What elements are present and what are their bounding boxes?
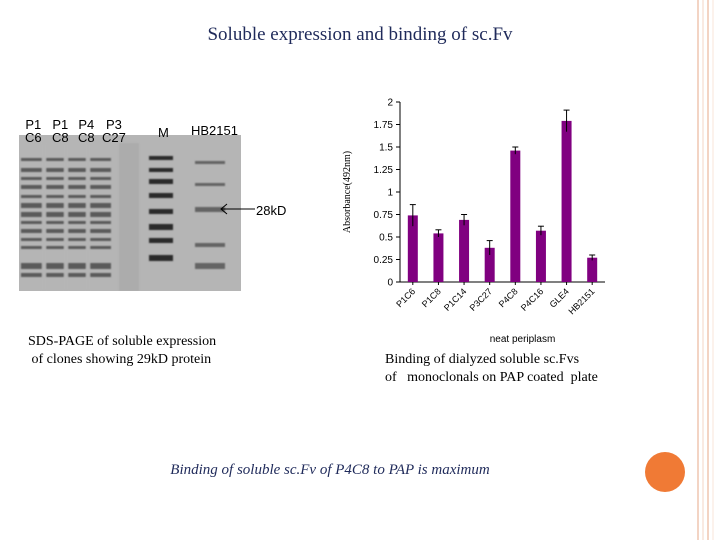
y-tick-label: 0 (387, 278, 393, 289)
y-tick-label: 0.75 (374, 210, 394, 221)
x-tick-label: HB2151 (567, 286, 597, 316)
x-tick-label: P1C8 (420, 286, 443, 309)
x-tick-label: P3C27 (468, 286, 495, 313)
y-tick-label: 1.5 (379, 143, 393, 154)
bar (433, 233, 444, 282)
bar (561, 120, 572, 283)
bar (407, 215, 418, 282)
bar (587, 257, 598, 282)
y-tick-label: 1.25 (374, 165, 394, 176)
absorbance-bar-chart: 0 0.25 0.5 0.75 1 1.25 1.5 1.75 2 Absorbance(492n… (342, 98, 605, 345)
bar (510, 150, 521, 282)
slide-title: Soluble expression and binding of sc.Fv (207, 24, 513, 45)
x-axis-title: neat periplasm (490, 334, 556, 345)
gel-caption: SDS-PAGE of soluble expression of clones… (28, 334, 217, 367)
gel-marker-label: M (158, 125, 169, 140)
y-tick-label: 1 (387, 188, 393, 199)
x-tick-label: P4C8 (497, 286, 520, 309)
orange-circle-decoration (645, 452, 685, 492)
sds-page-gel-image (19, 113, 241, 291)
band-arrow-icon (220, 203, 255, 215)
bar (535, 230, 546, 282)
gel-control-label: HB2151 (191, 123, 238, 138)
x-tick-label: P1C6 (394, 286, 417, 309)
y-axis-title: Absorbance(492nm) (342, 151, 353, 233)
y-tick-label: 0.25 (374, 255, 394, 266)
chart-caption: Binding of dialyzed soluble sc.Fvs of mo… (385, 352, 598, 385)
bar (484, 247, 495, 282)
band-size-label: 28kD (256, 203, 287, 218)
gel-lane-label: P4 C8 (78, 117, 95, 145)
x-tick-label: GLE4 (548, 286, 571, 309)
bar (459, 219, 470, 282)
y-tick-label: 0.5 (379, 233, 393, 244)
x-tick-label: P1C14 (442, 286, 469, 313)
conclusion-text: Binding of soluble sc.Fv of P4C8 to PAP … (170, 462, 490, 478)
gel-lane-label: P1 C8 (52, 117, 69, 145)
gel-lane-label: P1 C6 (25, 117, 42, 145)
y-tick-label: 1.75 (374, 120, 394, 131)
x-tick-label: P4C16 (519, 286, 546, 313)
decorative-border (697, 0, 714, 540)
y-tick-label: 2 (387, 98, 393, 109)
gel-lane-label: P3 C27 (102, 117, 126, 145)
